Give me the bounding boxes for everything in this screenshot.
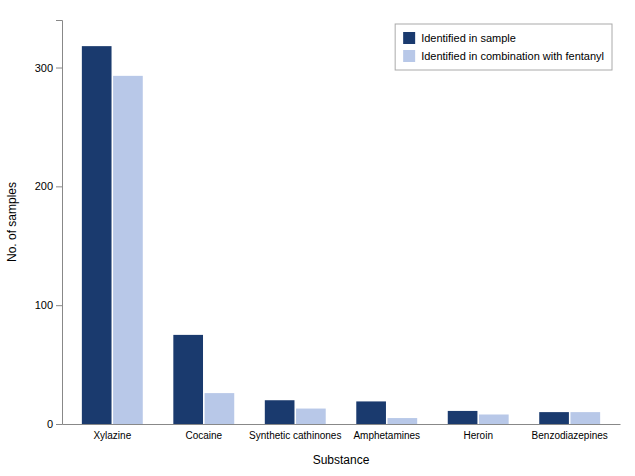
x-tick-label: Cocaine <box>185 430 222 441</box>
x-tick: Amphetamines <box>353 424 420 441</box>
bar <box>296 409 326 424</box>
y-axis-line <box>56 21 63 425</box>
y-tick: 100 <box>35 299 62 311</box>
bar <box>570 412 600 424</box>
y-tick-mark <box>56 68 62 69</box>
bar <box>479 414 509 424</box>
y-axis: 0 100 200 300 <box>35 21 63 431</box>
bar <box>356 401 386 424</box>
chart: 0 100 200 300 Xylazine Cocaine Synthetic cathi… <box>0 0 635 476</box>
plot: 0 100 200 300 Xylazine Cocaine Synthetic cathi… <box>35 21 621 442</box>
y-axis-title: No. of samples <box>5 182 19 262</box>
y-tick: 0 <box>47 418 62 430</box>
x-tick-label: Synthetic cathinones <box>249 430 341 441</box>
x-tick: Cocaine <box>185 424 222 441</box>
x-tick: Heroin <box>463 424 492 441</box>
y-tick-label: 300 <box>35 62 53 74</box>
bar <box>539 412 569 424</box>
bar <box>113 76 143 424</box>
legend-item: Identified in combination with fentanyl <box>403 50 604 62</box>
x-axis-title: Substance <box>313 453 370 467</box>
legend-box <box>395 24 612 70</box>
y-tick: 300 <box>35 62 62 74</box>
legend-swatch <box>403 32 415 44</box>
y-tick-label: 100 <box>35 299 53 311</box>
bar-series <box>113 76 600 424</box>
bars <box>82 46 600 424</box>
x-tick: Xylazine <box>93 424 131 441</box>
bar <box>82 46 112 424</box>
y-tick-mark <box>56 186 62 187</box>
y-tick-label: 0 <box>47 418 53 430</box>
y-tick: 200 <box>35 180 62 192</box>
bar <box>173 335 203 424</box>
x-tick: Benzodiazepines <box>532 424 608 441</box>
legend-item: Identified in sample <box>403 32 516 44</box>
x-tick: Synthetic cathinones <box>249 424 341 441</box>
legend-swatch <box>403 50 415 62</box>
bar <box>205 393 235 424</box>
x-axis: Xylazine Cocaine Synthetic cathinones Amphe… <box>63 424 621 441</box>
x-tick-label: Amphetamines <box>353 430 420 441</box>
y-tick-mark <box>56 305 62 306</box>
legend-label: Identified in sample <box>421 32 516 44</box>
legend-label: Identified in combination with fentanyl <box>421 50 604 62</box>
y-tick-label: 200 <box>35 180 53 192</box>
bar <box>448 411 478 424</box>
x-tick-label: Xylazine <box>93 430 131 441</box>
x-tick-label: Heroin <box>463 430 492 441</box>
bar <box>388 418 418 424</box>
x-axis-line <box>63 424 621 425</box>
legend: Identified in sample Identified in combin… <box>395 24 612 70</box>
y-tick-mark <box>56 424 62 425</box>
x-tick-label: Benzodiazepines <box>532 430 608 441</box>
bar <box>265 400 295 424</box>
bar-series <box>82 46 569 424</box>
